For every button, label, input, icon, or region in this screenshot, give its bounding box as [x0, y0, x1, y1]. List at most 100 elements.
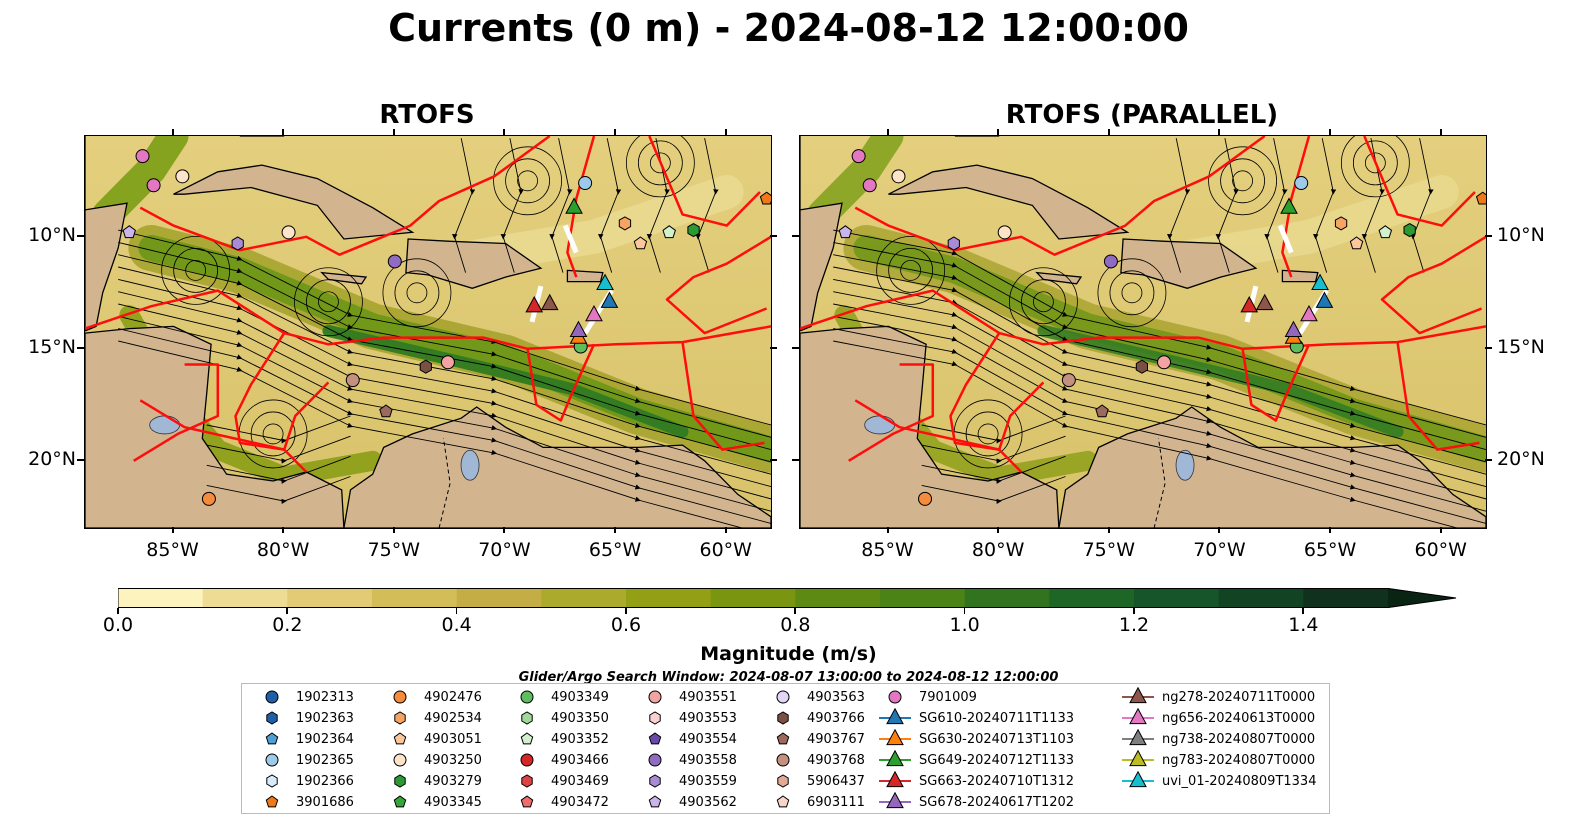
legend-label: 4903469: [551, 773, 609, 789]
legend-entry: 1902366: [252, 771, 354, 791]
legend-marker: [649, 774, 661, 788]
legend-marker: [394, 711, 406, 725]
streamline: [118, 340, 744, 528]
argo-float-marker: [997, 225, 1012, 240]
legend-entry: 4903558: [635, 750, 737, 770]
legend-entry: ng278-20240711T0000: [1118, 687, 1315, 707]
eddy-streamline: [173, 247, 219, 293]
eddy-streamline: [888, 247, 934, 293]
lake-nicaragua: [864, 415, 896, 435]
glider-marker: [525, 295, 544, 313]
colorbar-segment: [964, 588, 1050, 608]
map-svg: [85, 136, 771, 528]
cuba-land: [173, 164, 415, 240]
argo-float-marker: [618, 216, 632, 231]
colorbar-label: Magnitude (m/s): [700, 643, 877, 665]
colorbar-segment: [202, 588, 288, 608]
streamline: [921, 415, 1066, 444]
glider-marker: [1280, 197, 1298, 214]
lon-tick-mark: [1218, 527, 1221, 533]
legend-marker: [1129, 729, 1147, 746]
legend-symbol: [776, 690, 790, 704]
legend-label: ng738-20240807T0000: [1162, 731, 1316, 747]
glider-track: [562, 224, 579, 254]
eddy-streamline: [250, 411, 296, 457]
colorbar-segment: [710, 588, 796, 608]
colorbar-extend-arrow: [1388, 588, 1456, 608]
legend-label: 4903768: [807, 752, 865, 768]
lon-tick-mark: [282, 129, 285, 135]
colorbar-tick-label: 0.8: [780, 614, 811, 636]
legend-label: 4903562: [679, 794, 737, 810]
legend-entry: 4903554: [635, 729, 737, 749]
legend-marker: [520, 732, 534, 745]
eez-boundary: [854, 136, 1266, 256]
colorbar-tick-label: 0.0: [102, 614, 134, 636]
legend-label: ng278-20240711T0000: [1162, 689, 1316, 705]
legend-marker: [393, 732, 407, 745]
legend-entry: 6903111: [763, 792, 865, 812]
eddy-streamline: [1109, 270, 1155, 316]
eddy-streamline: [900, 259, 922, 281]
argo-float-marker: [851, 149, 866, 164]
argo-float-marker: [1135, 359, 1148, 374]
legend-marker: [648, 732, 662, 745]
colorbar-tick-mark: [1302, 608, 1304, 614]
legend-marker: [776, 690, 790, 704]
lon-tick-mark: [1218, 129, 1221, 135]
lon-tick-mark: [392, 527, 395, 533]
lon-tick-mark: [886, 129, 889, 135]
argo-float-marker: [345, 373, 360, 388]
legend-symbol: [648, 690, 662, 704]
colorbar-segment: [118, 588, 204, 608]
glider-marker: [600, 291, 619, 308]
legend-marker: [888, 690, 902, 704]
eez-boundary: [139, 399, 308, 473]
legend-entry: SG630-20240713T1103: [875, 729, 1074, 749]
streamline: [452, 138, 476, 273]
lat-tick-mark: [770, 458, 777, 461]
legend-marker: [886, 708, 904, 725]
lon-tick-mark: [392, 129, 395, 135]
legend-label: 4903766: [807, 710, 865, 726]
eez-boundary: [139, 136, 551, 256]
legend-symbol: [777, 774, 789, 788]
eddy-streamline: [294, 267, 363, 337]
legend-entry: SG610-20240711T1133: [875, 708, 1074, 728]
lon-tick-mark: [171, 129, 174, 135]
legend-entry: 4903279: [380, 771, 482, 791]
colorbar-tick-mark: [794, 608, 796, 614]
argo-float-marker: [947, 236, 960, 251]
eddy-streamline: [1121, 282, 1143, 304]
colorbar-segment: [1134, 588, 1220, 608]
legend-entry: 4903352: [507, 729, 609, 749]
eez-boundary: [1363, 136, 1476, 227]
lat-tick-label: 15°N: [1497, 335, 1545, 358]
eddy-streamline: [1021, 279, 1066, 325]
legend-marker: [521, 774, 533, 788]
eez-boundary: [854, 399, 1023, 473]
streamline: [206, 476, 351, 505]
colorbar-tick-mark: [286, 608, 288, 614]
legend-label: SG663-20240710T1312: [919, 773, 1075, 789]
legend-marker: [520, 795, 534, 808]
eez-boundary: [1380, 235, 1486, 335]
legend-symbol: [393, 690, 407, 704]
cuba-land: [888, 164, 1130, 240]
legend-symbol: [649, 711, 661, 725]
legend-entry: SG663-20240710T1312: [875, 771, 1074, 791]
lat-tick-mark: [1485, 234, 1492, 237]
glider-marker: [540, 293, 559, 311]
argo-float-marker: [1475, 191, 1486, 205]
lon-tick-mark: [997, 129, 1000, 135]
legend-symbol: [266, 711, 278, 725]
argo-float-marker: [1403, 223, 1416, 238]
argo-float-marker: [1349, 236, 1364, 250]
glider-marker: [1284, 320, 1303, 337]
argo-float-marker: [1378, 225, 1393, 239]
eez-boundary: [526, 343, 596, 422]
argo-float-marker: [662, 225, 676, 239]
glider-marker: [569, 320, 588, 337]
argo-float-marker: [1103, 254, 1118, 269]
eddy-streamline: [394, 270, 440, 316]
